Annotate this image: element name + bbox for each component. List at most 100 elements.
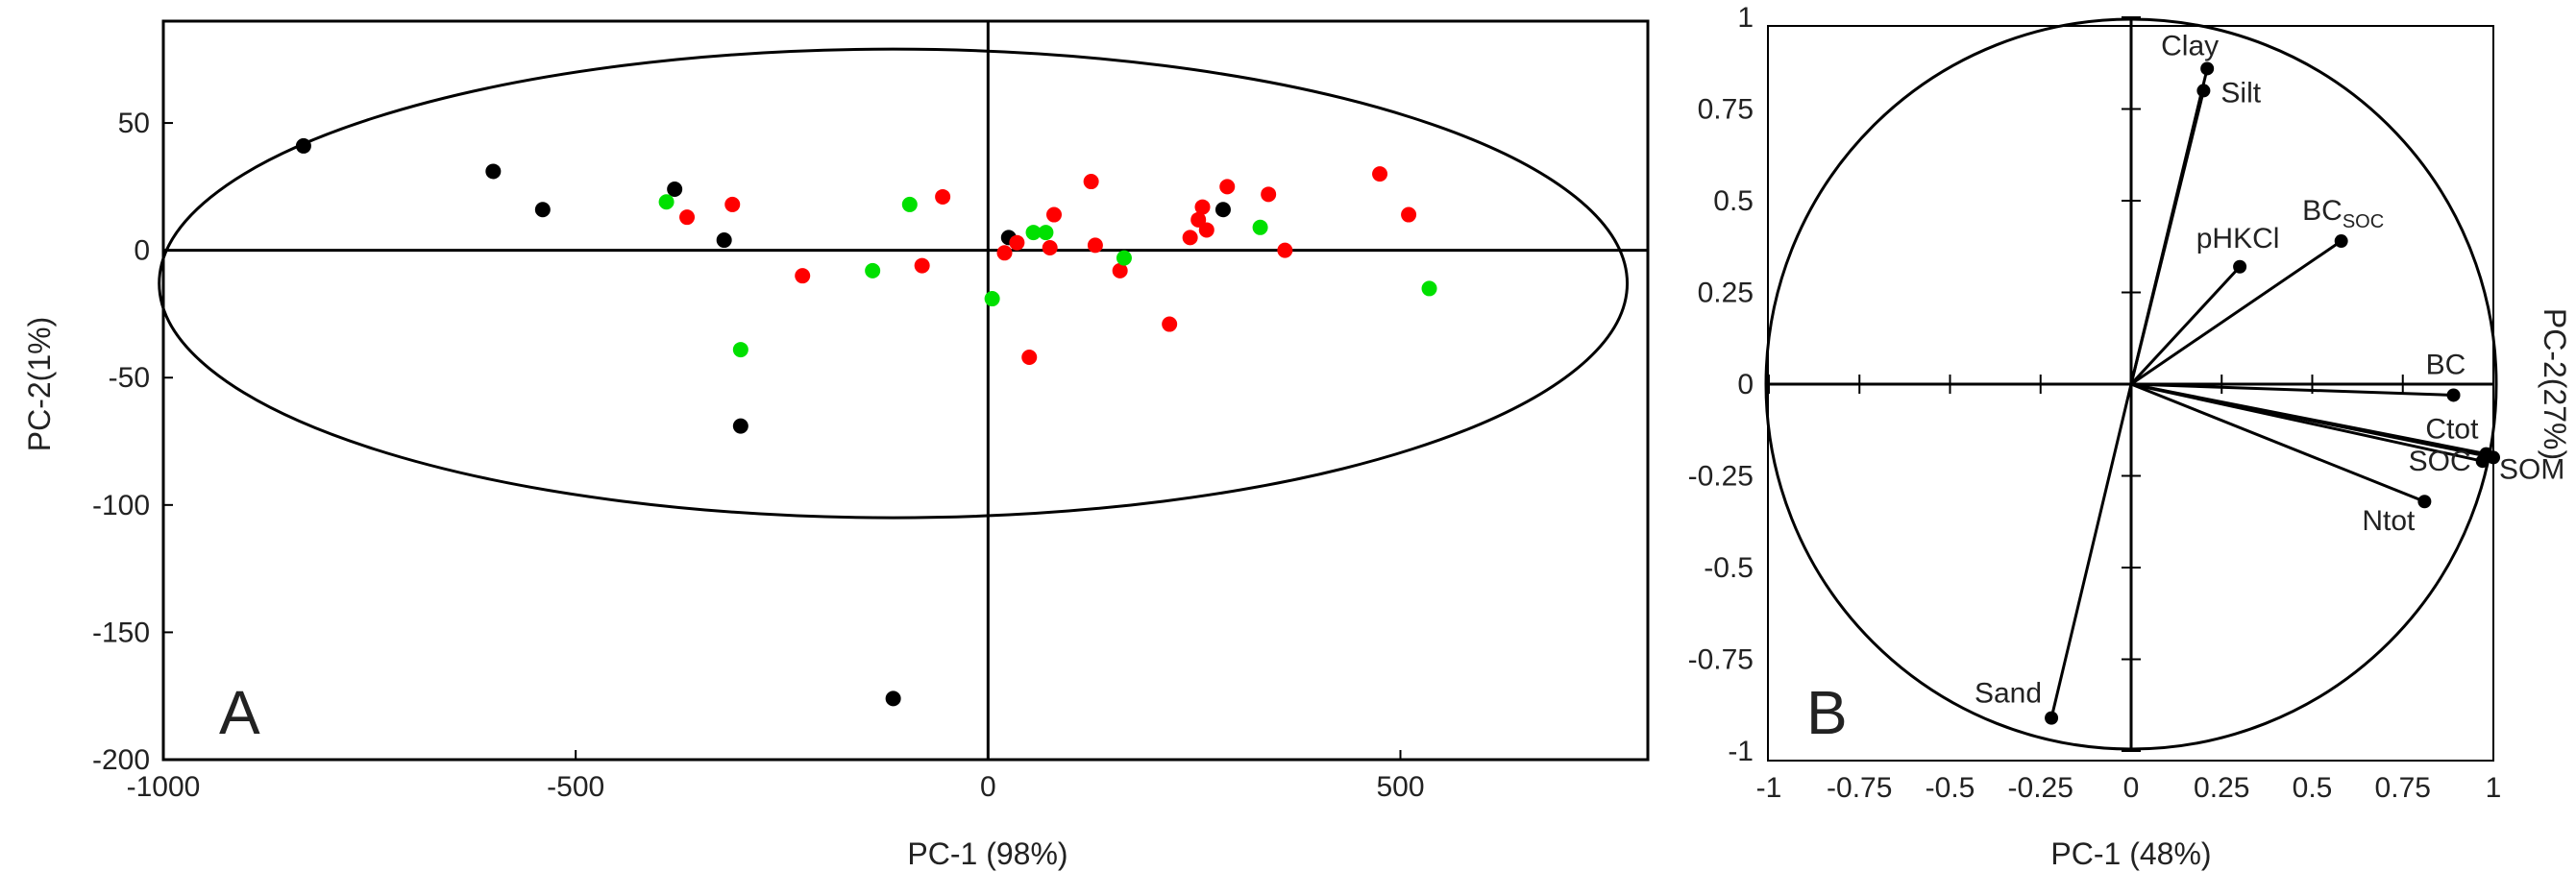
panel-a-x-tick-label: -500 bbox=[547, 771, 604, 803]
panel-b-vector-label: Ntot bbox=[2362, 505, 2416, 537]
panel-b-vector-label-subscript: SOC bbox=[2343, 211, 2384, 232]
panel-b-vector-label: pHKCl bbox=[2196, 223, 2280, 254]
panel-b-x-tick-label: 0.25 bbox=[2194, 772, 2249, 804]
panel-b-vector-label-text: Sand bbox=[1975, 678, 2042, 710]
panel-a: 500-50-100-150-200 -1000 -500 0 500 A PC-1 … bbox=[22, 19, 1650, 871]
panel-a-y-tick-label: -100 bbox=[92, 490, 150, 521]
panel-a-point-green bbox=[865, 262, 881, 279]
panel-b-vector-label-text: Ntot bbox=[2362, 505, 2416, 537]
panel-a-point-red bbox=[1194, 199, 1211, 215]
panel-a-confidence-ellipse bbox=[158, 47, 1630, 520]
panel-b-vector-label-text: BC bbox=[2302, 195, 2343, 227]
panel-b-y-tick-label: 0.75 bbox=[1698, 94, 1754, 126]
panel-b-vector-label: Ctot bbox=[2425, 414, 2479, 446]
panel-a-point-red bbox=[1219, 179, 1236, 195]
panel-a-point-red bbox=[1372, 166, 1388, 182]
panel-a-point-green bbox=[1025, 225, 1042, 241]
panel-a-point-red bbox=[1401, 206, 1417, 223]
panel-b-vector-line bbox=[2130, 382, 2484, 463]
panel-b-y-tick-label: 0.25 bbox=[1698, 278, 1754, 309]
panel-b-vector-point bbox=[2446, 388, 2461, 402]
panel-a-point-black bbox=[485, 163, 502, 180]
panel-b-vector-point bbox=[2417, 495, 2432, 509]
panel-b-vector-label: BCSOC bbox=[2302, 195, 2384, 232]
panel-a-point-red bbox=[724, 196, 741, 212]
panel-a-point-red bbox=[1042, 240, 1058, 256]
panel-a-x-axis-title: PC-1 (98%) bbox=[907, 836, 1067, 871]
panel-b-vector-label-text: pHKCl bbox=[2196, 223, 2280, 254]
panel-a-point-green bbox=[732, 342, 748, 358]
panel-a-point-red bbox=[1261, 186, 1277, 203]
panel-b-vector-line bbox=[2130, 382, 2425, 503]
panel-b-vector-point bbox=[2475, 454, 2490, 469]
panel-a-point-black bbox=[667, 182, 683, 198]
panel-b-x-tick-label: 0.5 bbox=[2293, 772, 2333, 804]
panel-a-frame bbox=[161, 19, 1650, 762]
panel-a-x-tick-label: 500 bbox=[1376, 771, 1424, 803]
panel-a-y-tick-label: 0 bbox=[134, 235, 150, 267]
panel-a-point-red bbox=[1021, 350, 1038, 366]
panel-b-y-tick-label: -0.5 bbox=[1704, 552, 1754, 584]
panel-a-x-tick-label: 0 bbox=[980, 771, 996, 803]
panel-b-vector-label-text: Clay bbox=[2161, 30, 2219, 61]
panel-a-y-axis-title: PC-2(1%) bbox=[22, 317, 57, 451]
panel-a-point-red bbox=[935, 188, 951, 205]
panel-a-point-red bbox=[996, 245, 1013, 261]
panel-a-y-tick-label: 50 bbox=[118, 108, 150, 139]
panel-b-x-tick-label: 0 bbox=[2123, 772, 2140, 804]
panel-a-y-tick-label: -150 bbox=[92, 617, 150, 648]
panel-a-point-green bbox=[658, 194, 675, 210]
panel-a-point-red bbox=[1083, 174, 1099, 190]
panel-a-point-black bbox=[732, 418, 748, 434]
panel-b-vector-point bbox=[2233, 259, 2247, 274]
panel-b-vector-point bbox=[2487, 450, 2500, 465]
panel-a-point-green bbox=[1421, 280, 1437, 297]
panel-b-vector-line bbox=[2130, 382, 2454, 397]
panel-a-point-black bbox=[885, 690, 901, 707]
panel-b-vector-point bbox=[2045, 711, 2059, 725]
panel-b-vector-label: Clay bbox=[2161, 30, 2219, 61]
panel-b-x-tick-label: -0.75 bbox=[1827, 772, 1892, 804]
panel-b-vector-label: Silt bbox=[2220, 77, 2261, 109]
panel-a-x-tick-label: -1000 bbox=[127, 771, 201, 803]
panel-b-x-tick-label: -0.25 bbox=[2008, 772, 2073, 804]
panel-b-vector-label-text: BC bbox=[2426, 349, 2466, 380]
panel-b-vector-line bbox=[2130, 239, 2343, 386]
panel-a-point-black bbox=[1214, 202, 1231, 218]
panel-a-point-red bbox=[1087, 237, 1103, 254]
panel-a-point-red bbox=[914, 257, 930, 274]
panel-a-point-black bbox=[534, 202, 551, 218]
panel-b-vector-label: Sand bbox=[1975, 678, 2042, 710]
panel-b-x-axis-title: PC-1 (48%) bbox=[2050, 836, 2211, 871]
panel-b-letter: B bbox=[1806, 678, 1848, 747]
panel-b-vector-line bbox=[2049, 383, 2133, 718]
panel-b-vector-line bbox=[2129, 90, 2205, 385]
panel-b-y-tick-label: 0.5 bbox=[1713, 185, 1754, 217]
panel-a-point-green bbox=[1038, 225, 1054, 241]
panel-b-vector-point bbox=[2334, 234, 2348, 249]
panel-b-vector-label-text: SOC bbox=[2409, 446, 2471, 477]
panel-b-x-tick-label: 1 bbox=[2486, 772, 2502, 804]
panel-a-point-green bbox=[1116, 250, 1132, 266]
panel-a-y-tick-label: -200 bbox=[92, 744, 150, 776]
panel-b-y-tick-label: 1 bbox=[1737, 2, 1754, 34]
panel-b-x-tick-label: 0.75 bbox=[2375, 772, 2431, 804]
panel-b-y-tick-label: -1 bbox=[1728, 736, 1754, 767]
panel-b-x-tick-label: -1 bbox=[1756, 772, 1782, 804]
panel-b-vector-point bbox=[2200, 61, 2215, 76]
panel-a-y-tick-label: -50 bbox=[109, 362, 150, 394]
panel-a-point-red bbox=[1046, 206, 1062, 223]
panel-a-point-red bbox=[795, 268, 811, 284]
panel-a-letter: A bbox=[219, 678, 260, 747]
panel-a-point-black bbox=[295, 137, 311, 154]
panel-a-point-red bbox=[1190, 211, 1207, 228]
panel-a-point-red bbox=[679, 209, 696, 226]
panel-b: -1 -0.75 -0.5 -0.25 0 0.25 0.5 0.75 1 1 0.75 0.5 0.… bbox=[1688, 2, 2572, 871]
panel-a-point-red bbox=[1112, 262, 1128, 279]
panel-b-x-tick-label: -0.5 bbox=[1926, 772, 1975, 804]
panel-a-point-red bbox=[1182, 230, 1198, 246]
panel-b-vector-label-text: SOM bbox=[2499, 453, 2564, 485]
panel-b-y-tick-label: -0.75 bbox=[1688, 644, 1754, 676]
panel-b-y-axis-title: PC-2(27%) bbox=[2538, 308, 2572, 460]
